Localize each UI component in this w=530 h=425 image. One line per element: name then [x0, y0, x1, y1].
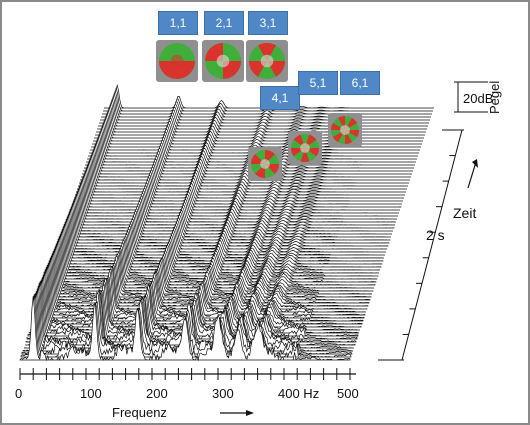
waterfall-trace	[19, 295, 351, 362]
time-span-label: 2 s	[426, 227, 445, 243]
mode-center	[260, 159, 270, 169]
y-axis-label: Zeit	[453, 205, 477, 221]
mode-shape-thumbnail	[202, 40, 244, 82]
x-tick-label: 200	[146, 386, 168, 401]
mode-center	[216, 54, 230, 68]
waterfall-trace	[69, 178, 399, 214]
waterfall-trace	[79, 152, 409, 184]
waterfall-trace	[96, 107, 426, 133]
x-axis-label: Frequenz	[112, 405, 167, 420]
waterfall-trace	[73, 168, 403, 202]
level-scale-label: 20dB	[463, 91, 494, 106]
mode-label-3-1: 3,1	[248, 11, 288, 35]
waterfall-trace	[35, 260, 367, 313]
waterfall-trace	[77, 157, 407, 190]
mode-label-5-1: 5,1	[298, 71, 338, 95]
waterfall-trace	[80, 149, 410, 181]
waterfall-trace	[97, 104, 427, 130]
mode-center	[260, 54, 274, 68]
waterfall-trace	[32, 266, 364, 322]
mode-lobe	[258, 42, 276, 61]
x-tick-label: 400 Hz	[278, 386, 320, 401]
mode-shape-thumbnail	[328, 113, 362, 147]
waterfall-trace	[82, 144, 412, 175]
waterfall-trace	[37, 257, 368, 310]
waterfall-traces	[19, 84, 434, 362]
mode-shape-thumbnail	[248, 147, 282, 181]
x-tick-label: 500	[337, 386, 359, 401]
waterfall-trace	[74, 165, 404, 199]
waterfall-trace	[100, 96, 430, 121]
waterfall-trace	[65, 186, 396, 223]
waterfall-trace	[70, 175, 400, 211]
waterfall-trace	[67, 183, 397, 220]
waterfall-trace	[71, 173, 402, 208]
waterfall-trace	[68, 181, 398, 217]
mode-lobe	[159, 61, 195, 79]
frequency-axis	[19, 368, 356, 416]
x-direction-arrow-head	[246, 410, 254, 416]
waterfall-trace	[90, 123, 420, 151]
waterfall-trace	[98, 101, 428, 127]
waterfall-trace	[72, 170, 402, 205]
mode-lobe	[223, 61, 241, 79]
waterfall-trace	[93, 115, 423, 142]
waterfall-trace	[78, 155, 408, 187]
waterfall-trace	[92, 117, 422, 145]
mode-shape-thumbnail	[246, 40, 288, 82]
waterfall-trace	[95, 109, 425, 136]
time-arrow-head	[472, 159, 478, 168]
time-axis-line	[401, 129, 463, 361]
mode-center	[170, 54, 184, 68]
waterfall-trace	[75, 162, 405, 196]
waterfall-trace	[94, 112, 424, 139]
mode-lobe	[205, 43, 223, 61]
x-tick-label: 0	[15, 386, 23, 401]
waterfall-trace	[99, 98, 429, 124]
mode-center	[340, 125, 350, 135]
waterfall-trace	[76, 160, 406, 193]
waterfall-trace	[91, 120, 421, 148]
mode-center	[300, 143, 310, 153]
waterfall-trace	[81, 147, 411, 178]
mode-shape-images	[156, 40, 362, 181]
level-axis-label: Pegel	[487, 80, 502, 114]
mode-label-6-1: 6,1	[340, 71, 380, 95]
x-tick-label: 300	[212, 386, 234, 401]
time-arrow	[467, 161, 477, 189]
x-tick-label: 100	[80, 386, 102, 401]
waterfall-trace	[102, 90, 432, 115]
mode-lobe	[300, 148, 310, 162]
mode-label-2-1: 2,1	[204, 11, 244, 35]
mode-shape-thumbnail	[156, 40, 198, 82]
time-guides	[378, 81, 488, 361]
mode-shape-thumbnail	[288, 131, 322, 165]
waterfall-trace	[101, 93, 431, 118]
mode-label-1-1: 1,1	[158, 11, 198, 35]
mode-label-4-1: 4,1	[260, 86, 300, 110]
